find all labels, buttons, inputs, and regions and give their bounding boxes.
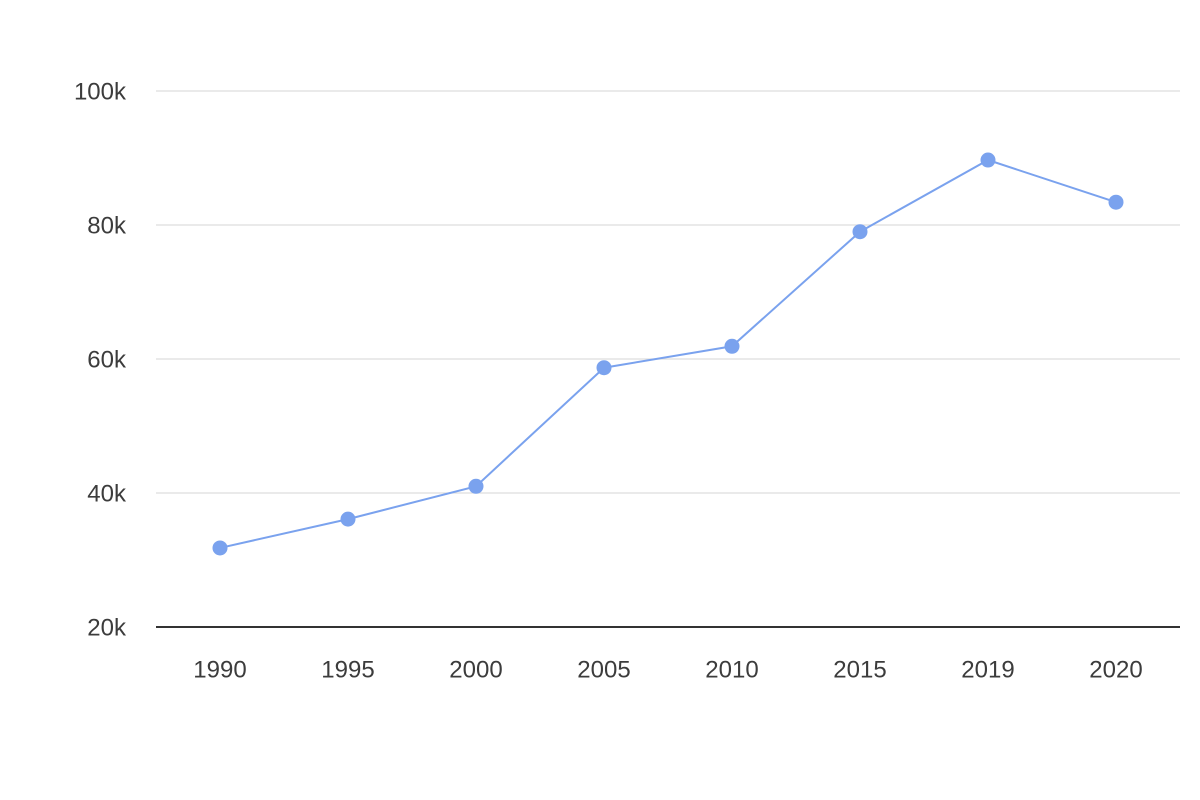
series-line — [219, 158, 1117, 549]
data-point — [1108, 194, 1124, 210]
data-point — [212, 540, 228, 556]
x-tick-label: 2015 — [833, 656, 886, 683]
data-point — [340, 511, 356, 527]
x-tick-label: 2020 — [1089, 656, 1142, 683]
y-tick-label: 20k — [87, 614, 127, 641]
x-tick-label: 1990 — [193, 656, 246, 683]
data-point — [596, 360, 612, 376]
y-tick-label: 100k — [74, 78, 127, 105]
x-tick-label: 2000 — [449, 656, 502, 683]
data-point — [724, 338, 740, 354]
x-tick-label: 2005 — [577, 656, 630, 683]
y-tick-label: 40k — [87, 480, 127, 507]
data-point — [852, 224, 868, 240]
y-tick-label: 60k — [87, 346, 127, 373]
x-tick-label: 2019 — [961, 656, 1014, 683]
data-point — [980, 152, 996, 168]
x-tick-label: 2010 — [705, 656, 758, 683]
y-tick-label: 80k — [87, 212, 127, 239]
data-point — [468, 478, 484, 494]
x-tick-label: 1995 — [321, 656, 374, 683]
